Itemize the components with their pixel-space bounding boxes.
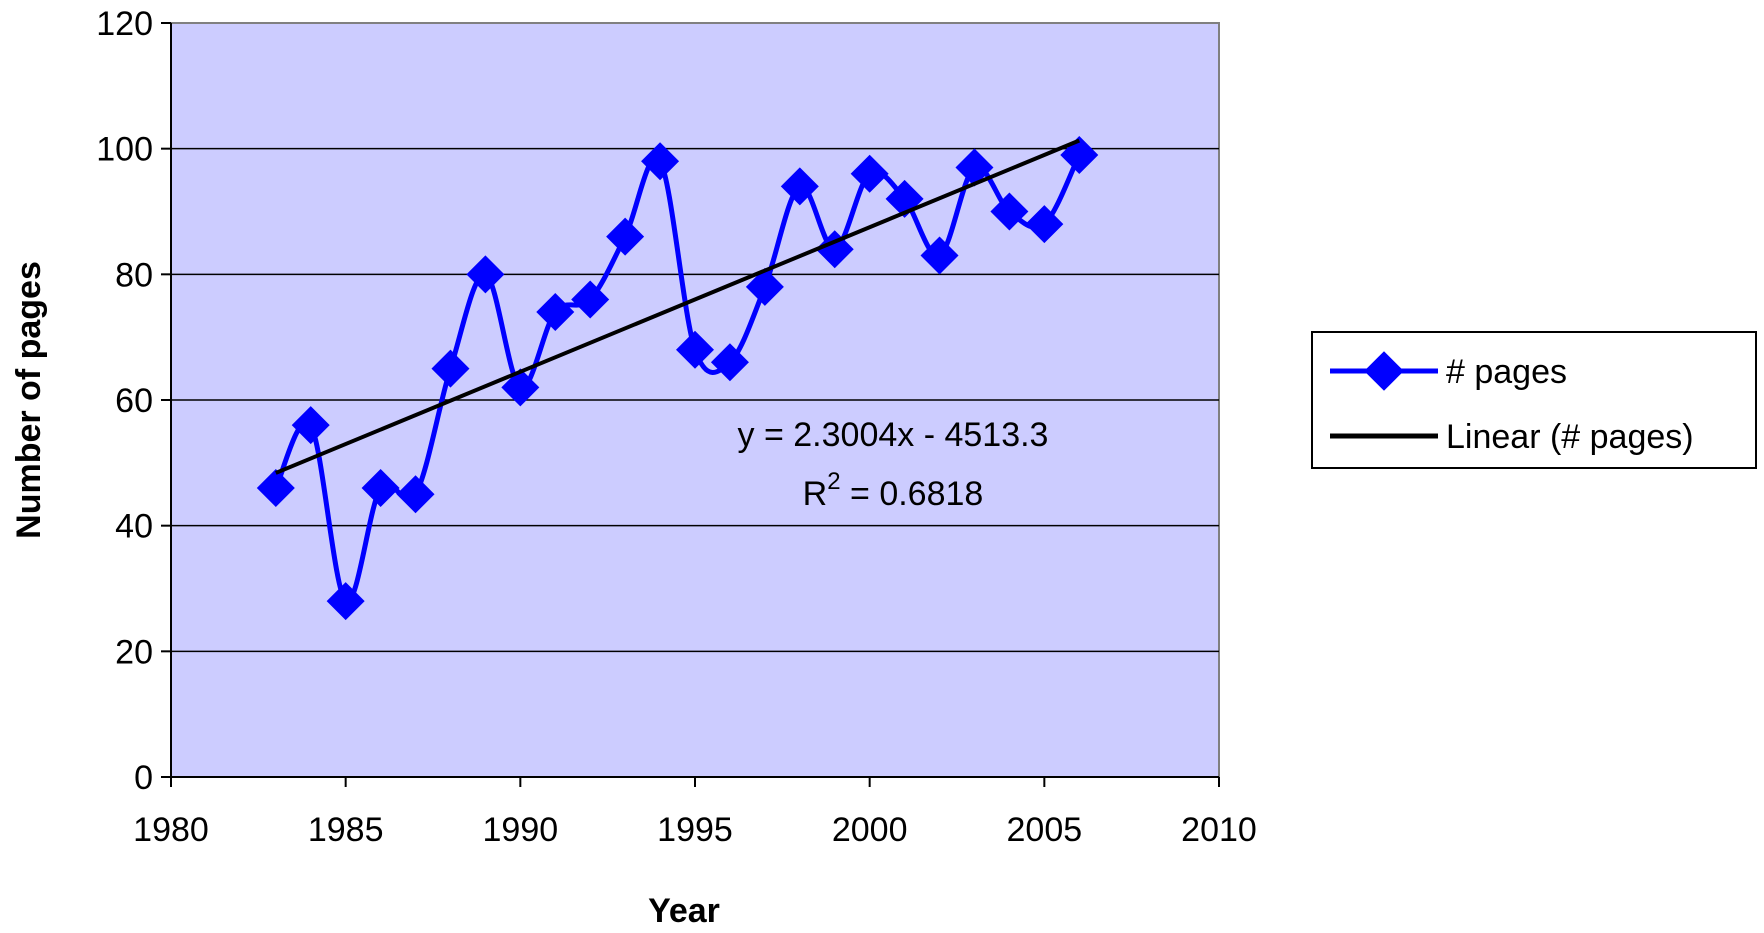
data-point-1991 xyxy=(536,293,575,332)
legend-label-linear: Linear (# pages) xyxy=(1446,418,1694,456)
y-tick-label: 80 xyxy=(115,256,153,294)
y-tick-label: 40 xyxy=(115,508,153,546)
y-tick-label: 120 xyxy=(96,5,153,43)
data-point-1985 xyxy=(326,582,365,621)
data-point-1993 xyxy=(606,217,645,256)
data-point-2000 xyxy=(850,154,889,193)
data-point-1996 xyxy=(710,343,749,382)
data-point-1989 xyxy=(466,255,505,294)
x-tick-label: 1995 xyxy=(657,811,733,849)
data-point-1986 xyxy=(361,468,400,507)
x-tick-label: 1990 xyxy=(483,811,559,849)
data-point-1987 xyxy=(396,475,435,514)
data-point-1984 xyxy=(291,406,330,445)
x-tick-label: 2005 xyxy=(1007,811,1083,849)
data-point-2002 xyxy=(920,236,959,275)
data-point-1992 xyxy=(571,280,610,319)
data-point-1994 xyxy=(641,142,680,181)
data-point-2004 xyxy=(990,192,1029,231)
data-point-2005 xyxy=(1025,205,1064,244)
trendline-linear xyxy=(275,138,1081,475)
y-tick-label: 100 xyxy=(96,131,153,169)
x-tick-label: 2010 xyxy=(1181,811,1257,849)
y-tick-label: 0 xyxy=(134,759,153,797)
data-point-1995 xyxy=(676,330,714,369)
gridlines xyxy=(171,147,1219,653)
data-point-1990 xyxy=(501,368,540,407)
series-markers-pages xyxy=(256,135,1099,621)
data-point-1997 xyxy=(745,267,784,306)
y-tick-label: 20 xyxy=(115,633,153,671)
y-axis-ticks: 0 20 40 60 80 100 120 xyxy=(96,5,171,797)
data-point-2003 xyxy=(955,148,994,187)
x-tick-label: 1980 xyxy=(133,811,209,849)
x-axis-title: Year xyxy=(648,892,720,930)
data-point-1988 xyxy=(431,349,470,388)
data-point-1998 xyxy=(780,167,819,206)
y-axis-title: Number of pages xyxy=(10,261,48,539)
trendline-r-squared: R2 = 0.6818 xyxy=(803,468,984,513)
x-axis-ticks: 1980 1985 1990 1995 2000 2005 2010 xyxy=(133,777,1257,849)
legend-label-pages: # pages xyxy=(1446,353,1567,391)
legend: # pages Linear (# pages) xyxy=(1311,331,1757,469)
x-tick-label: 2000 xyxy=(832,811,908,849)
y-tick-label: 60 xyxy=(115,382,153,420)
x-tick-label: 1985 xyxy=(308,811,384,849)
trendline-equation: y = 2.3004x - 4513.3 xyxy=(738,416,1049,454)
data-point-1983 xyxy=(256,468,295,507)
